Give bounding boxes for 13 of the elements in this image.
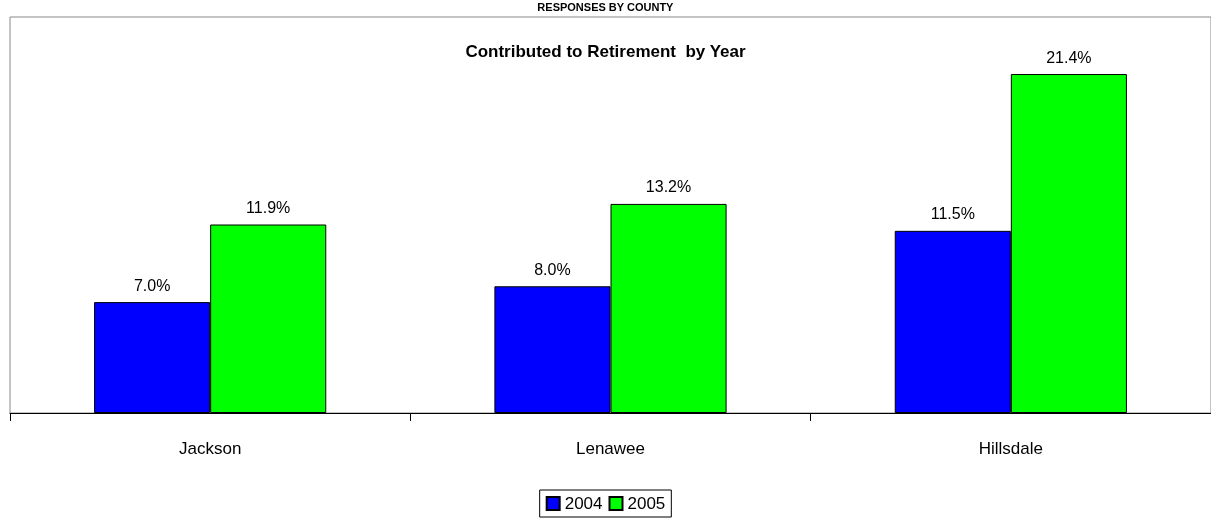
data-label: 13.2%	[645, 178, 692, 196]
data-label: 11.5%	[930, 205, 975, 223]
x-tick-label: Hillsdale	[978, 439, 1043, 458]
data-label: 8.0%	[534, 260, 571, 278]
text: RESPONSES BY COUNTY	[537, 0, 675, 13]
data-label: 11.9%	[246, 199, 291, 216]
x-tick-label: Lenawee	[575, 439, 646, 458]
data-label: 7.0%	[133, 276, 171, 294]
text: Contributed to Retirement by Year	[465, 42, 746, 61]
legend-label: 2005	[627, 494, 666, 513]
data-label: 21.4%	[1046, 48, 1092, 66]
x-tick-label: Jackson	[178, 439, 242, 458]
legend-label: 2004	[564, 494, 603, 513]
